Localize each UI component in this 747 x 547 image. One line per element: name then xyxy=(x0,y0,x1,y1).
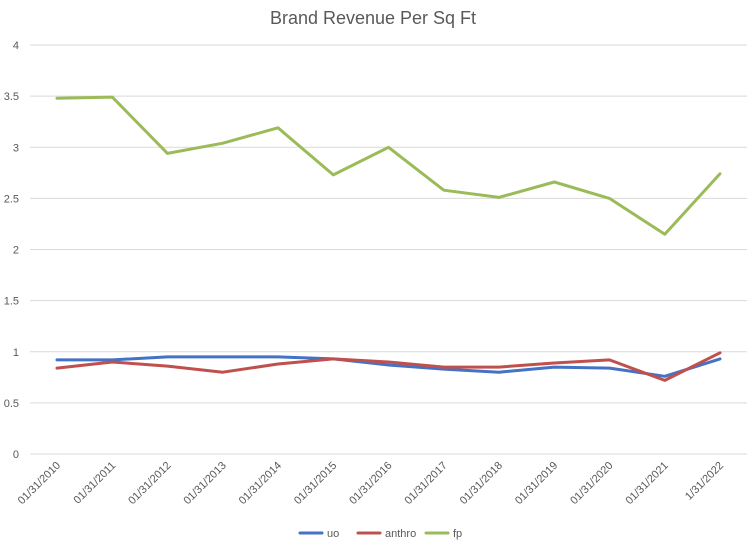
y-tick-label: 1.5 xyxy=(4,296,19,308)
gridlines xyxy=(30,44,747,455)
legend-label-uo: uo xyxy=(327,528,339,540)
x-tick-label: 01/31/2015 xyxy=(292,460,339,507)
y-tick-label: 2.5 xyxy=(4,193,19,205)
series-line-anthro xyxy=(55,351,722,382)
x-tick-label: 01/31/2021 xyxy=(623,460,670,507)
x-tick-label: 01/31/2014 xyxy=(237,460,284,507)
x-axis-ticks: 01/31/2010 01/31/2011 01/31/2012 01/31/2013… xyxy=(16,460,726,507)
x-tick-label: 01/31/2020 xyxy=(568,460,615,507)
series-lines xyxy=(55,95,722,382)
y-tick-label: 3.5 xyxy=(4,91,19,103)
legend-label-anthro: anthro xyxy=(385,528,416,540)
series-line-uo xyxy=(55,355,722,378)
x-tick-label: 01/31/2016 xyxy=(347,460,394,507)
y-tick-label: 2 xyxy=(13,245,19,257)
y-tick-label: 1 xyxy=(13,347,19,359)
x-tick-label: 01/31/2019 xyxy=(513,460,560,507)
series-line-fp xyxy=(55,95,722,236)
x-tick-label: 01/31/2010 xyxy=(16,460,63,507)
y-tick-label: 0.5 xyxy=(4,398,19,410)
y-axis-ticks: 0 0.5 1 1.5 2 2.5 3 3.5 4 xyxy=(4,40,19,461)
y-tick-label: 0 xyxy=(13,449,19,461)
x-tick-label: 01/31/2012 xyxy=(126,460,173,507)
y-tick-label: 3 xyxy=(13,142,19,154)
x-tick-label: 01/31/2018 xyxy=(458,460,505,507)
x-tick-label: 01/31/2017 xyxy=(402,460,449,507)
chart-title: Brand Revenue Per Sq Ft xyxy=(270,8,476,28)
legend: uo anthro fp xyxy=(298,528,462,540)
legend-label-fp: fp xyxy=(453,528,462,540)
y-tick-label: 4 xyxy=(13,40,19,52)
x-tick-label: 01/31/2011 xyxy=(72,460,119,507)
x-tick-label: 1/31/2022 xyxy=(683,460,726,503)
x-tick-label: 01/31/2013 xyxy=(181,460,228,507)
